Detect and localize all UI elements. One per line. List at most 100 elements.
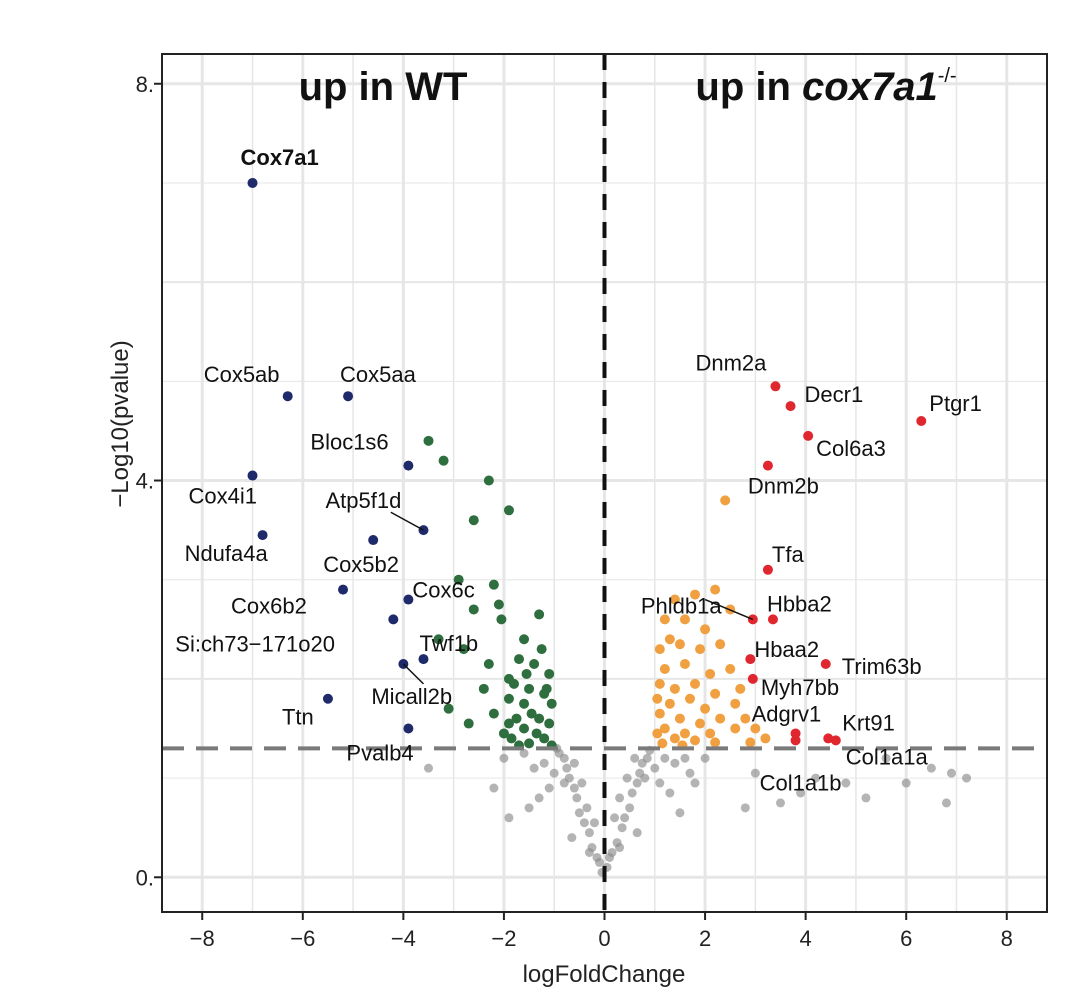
point-nonsig	[544, 783, 554, 793]
labels-layer: Cox7a1 Cox5ab Cox5aa Bloc1s6 Atp5f1d Cox4i1 Nd…	[175, 145, 982, 795]
gene-label: Col6a3	[816, 436, 886, 461]
region-title-right-prefix: up in	[695, 65, 802, 109]
point-ko_highlight	[767, 614, 778, 625]
point-nonsig	[700, 753, 710, 763]
point-nonsig	[665, 788, 675, 798]
gene-label: Hbba2	[767, 591, 832, 616]
x-tick-label: 4	[800, 926, 812, 951]
point-nonsig	[594, 857, 604, 867]
gene-label: Cox4i1	[189, 484, 257, 509]
label-leader	[402, 663, 425, 685]
point-wt_sig	[534, 713, 545, 724]
point-wt_sig	[478, 683, 489, 694]
y-axis-title: −Log10(pvalue)	[107, 340, 134, 507]
point-wt_sig	[521, 668, 532, 679]
point-wt_sig	[468, 515, 479, 526]
point-wt_highlight	[343, 391, 354, 402]
point-ko_sig	[735, 683, 746, 694]
point-nonsig	[690, 778, 700, 788]
y-tick-label: 4.	[136, 469, 154, 494]
point-wt_sig	[503, 718, 514, 729]
point-nonsig	[926, 763, 936, 773]
point-ko_sig	[725, 663, 736, 674]
point-wt_sig	[488, 579, 499, 590]
point-ko_sig	[659, 663, 670, 674]
x-tick-label: −6	[290, 926, 315, 951]
point-wt_sig	[534, 609, 545, 620]
point-wt_sig	[496, 614, 507, 625]
gene-label: Phldb1a	[641, 593, 723, 618]
point-wt_sig	[438, 455, 449, 466]
point-ko_sig	[679, 659, 690, 670]
point-nonsig	[962, 773, 972, 783]
point-wt_highlight	[247, 177, 258, 188]
gene-label: Cox7a1	[241, 145, 319, 170]
point-ko_sig	[664, 634, 675, 645]
point-ko_sig	[669, 594, 680, 605]
point-wt_highlight	[403, 460, 414, 471]
gene-label: Cox6c	[412, 578, 474, 603]
point-nonsig	[615, 793, 625, 803]
x-tick-label: −8	[190, 926, 215, 951]
point-ko_sig	[679, 728, 690, 739]
point-wt_sig	[458, 644, 469, 655]
point-nonsig	[534, 793, 544, 803]
point-nonsig	[881, 753, 891, 763]
point-ko_highlight	[745, 654, 756, 665]
point-nonsig	[685, 768, 695, 778]
point-ko_highlight	[830, 735, 841, 746]
x-tick-label: 6	[900, 926, 912, 951]
point-nonsig	[579, 818, 589, 828]
point-wt_sig	[526, 708, 537, 719]
region-title-right-gene: cox7a1	[802, 65, 938, 109]
gene-label: Cox5ab	[204, 362, 280, 387]
point-ko_sig	[659, 614, 670, 625]
point-wt_highlight	[403, 723, 414, 734]
point-nonsig	[680, 753, 690, 763]
point-ko_sig	[710, 737, 721, 748]
point-nonsig	[660, 753, 670, 763]
point-wt_sig	[503, 505, 514, 516]
point-wt_sig	[453, 574, 464, 585]
point-ko_highlight	[790, 728, 801, 739]
point-ko_sig	[690, 589, 701, 600]
point-wt_sig	[536, 644, 547, 655]
region-title-left: up in WT	[299, 65, 468, 109]
gene-label: Ndufa4a	[185, 541, 269, 566]
x-tick-label: 2	[699, 926, 711, 951]
point-ko_highlight	[747, 673, 758, 684]
gene-label: Myh7bb	[761, 675, 839, 700]
gene-label: Dnm2b	[748, 474, 819, 499]
point-ko_sig	[745, 737, 756, 748]
x-axis-title: logFoldChange	[523, 961, 686, 988]
point-nonsig	[632, 778, 642, 788]
point-ko_sig	[715, 713, 726, 724]
point-wt_sig	[519, 698, 530, 709]
point-ko_sig	[654, 678, 665, 689]
point-ko_sig	[679, 614, 690, 625]
point-ko_highlight	[770, 381, 781, 392]
x-tick-label: 0	[598, 926, 610, 951]
point-wt_sig	[531, 728, 542, 739]
gene-label: Ptgr1	[929, 391, 982, 416]
point-ko_sig	[657, 738, 668, 749]
point-nonsig	[615, 843, 625, 853]
point-wt_sig	[423, 435, 434, 446]
gene-label: Dnm2a	[695, 350, 767, 375]
point-nonsig	[584, 847, 594, 857]
point-wt_sig	[511, 713, 522, 724]
point-wt_highlight	[257, 530, 268, 541]
point-wt_sig	[433, 634, 444, 645]
x-tick-label: −2	[491, 926, 516, 951]
point-nonsig	[650, 763, 660, 773]
point-ko_highlight	[916, 416, 927, 427]
point-ko_highlight	[820, 659, 831, 670]
point-wt_sig	[514, 654, 525, 665]
point-nonsig	[620, 813, 630, 823]
point-wt_highlight	[247, 470, 258, 481]
point-nonsig	[582, 803, 592, 813]
point-wt_sig	[488, 708, 499, 719]
point-ko_sig	[710, 584, 721, 595]
gene-label: Adgrv1	[752, 701, 822, 726]
point-wt_sig	[463, 718, 474, 729]
